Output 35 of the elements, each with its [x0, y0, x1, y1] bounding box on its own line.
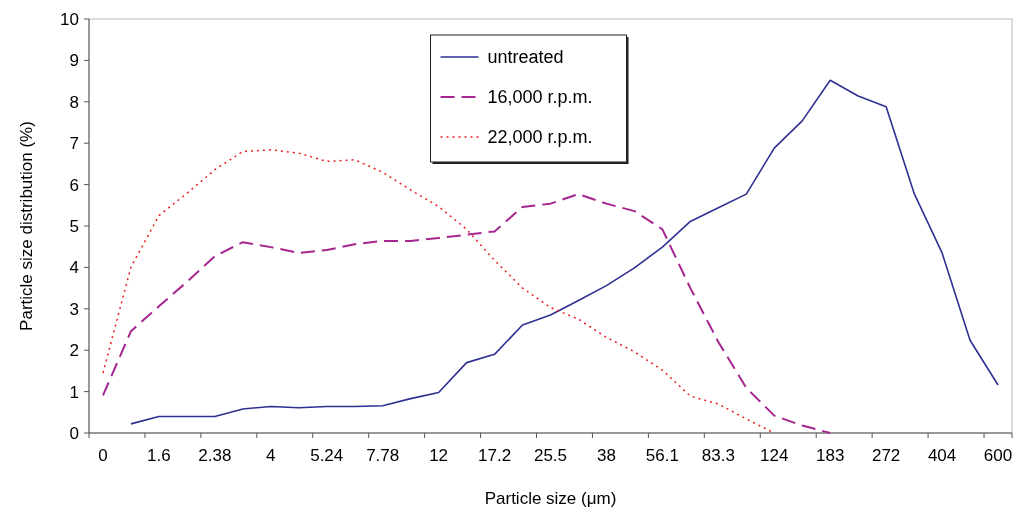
x-tick-label: 600 [983, 446, 1013, 465]
x-tick-label: 5.24 [310, 446, 344, 465]
x-tick-label: 83.3 [701, 446, 735, 465]
y-tick-label: 4 [69, 258, 79, 278]
line-series [101, 193, 832, 434]
y-tick-label: 5 [69, 216, 79, 236]
y-tick-label: 2 [69, 341, 79, 361]
x-tick-label: 404 [927, 446, 957, 465]
y-tick-label: 8 [69, 92, 79, 112]
x-axis-title: Particle size (μm) [484, 489, 617, 508]
x-tick-label: 4 [266, 446, 276, 465]
y-tick-label: 9 [69, 51, 79, 71]
line-series [130, 79, 999, 425]
x-tick-label: 183 [816, 446, 845, 465]
y-tick-label: 3 [69, 299, 79, 319]
x-tick-label: 12 [429, 446, 449, 465]
x-tick-label: 0 [98, 446, 108, 465]
y-tick-label: 0 [69, 423, 79, 443]
y-axis-title: Particle size distribution (%) [17, 121, 36, 331]
x-tick-label: 124 [760, 446, 789, 465]
x-tick-label: 1.6 [147, 446, 171, 465]
y-tick-label: 7 [69, 134, 79, 154]
y-tick-label: 1 [69, 382, 79, 402]
x-tick-label: 25.5 [533, 446, 568, 465]
x-tick-label: 17.2 [478, 446, 512, 465]
x-tick-label: 38 [596, 446, 616, 465]
legend-label: untreated [487, 47, 564, 68]
x-tick-label: 2.38 [198, 446, 232, 465]
legend-label: 22,000 r.p.m. [487, 127, 593, 148]
y-tick-label: 10 [60, 9, 79, 29]
x-tick-label: 56.1 [645, 446, 679, 465]
x-tick-label: 7.78 [366, 446, 400, 465]
legend-label: 16,000 r.p.m. [487, 87, 593, 108]
x-tick-label: 272 [871, 446, 901, 465]
y-tick-label: 6 [69, 175, 79, 195]
